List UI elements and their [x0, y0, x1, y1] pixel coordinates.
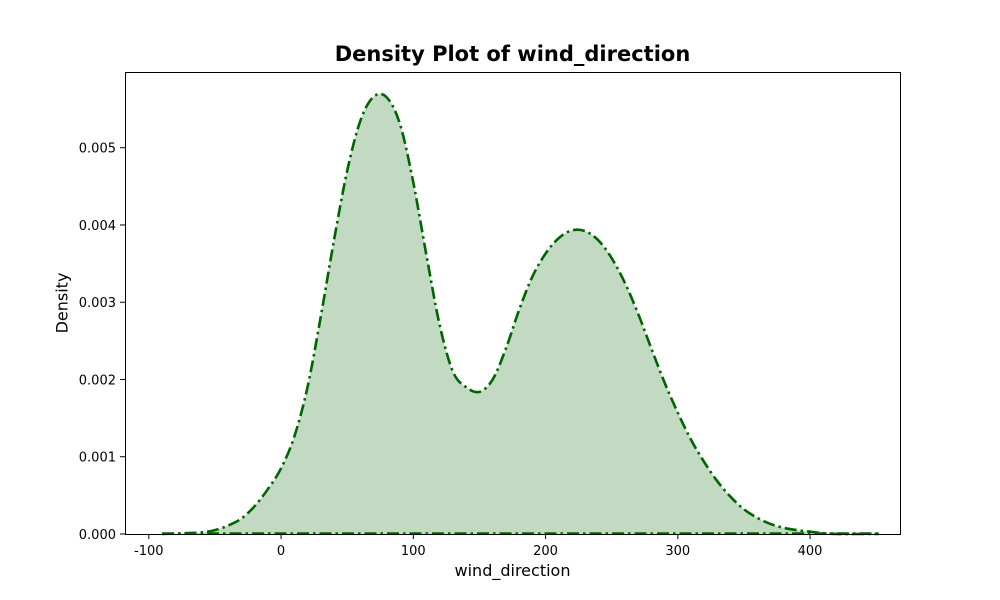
density-curve-line: [161, 92, 879, 536]
x-tick-label: 0: [277, 544, 285, 559]
y-axis-label: Density: [52, 272, 72, 334]
y-tick-label: 0.003: [79, 296, 116, 311]
y-tick-label: 0.002: [79, 373, 116, 388]
x-tick-label: 300: [665, 544, 690, 559]
y-axis-ticks: 0.000 0.001 0.002 0.003 0.004 0.005: [79, 142, 125, 543]
x-tick-label: -100: [134, 544, 164, 559]
x-axis-label: wind_direction: [454, 561, 571, 580]
density-line-layer: [161, 92, 879, 536]
x-tick-label: 100: [401, 544, 426, 559]
density-area-fill: [162, 93, 879, 535]
y-tick-label: 0.004: [79, 219, 116, 234]
plot-frame: [125, 72, 901, 535]
y-tick-label: 0.001: [79, 451, 116, 466]
x-tick-label: 400: [798, 544, 823, 559]
chart-title: Density Plot of wind_direction: [334, 42, 691, 66]
x-tick-label: 200: [533, 544, 558, 559]
x-axis-ticks: -100 0 100 200 300 400: [134, 534, 822, 559]
y-tick-label: 0.005: [79, 142, 116, 157]
density-fill-layer: [162, 93, 879, 535]
y-tick-label: 0.000: [79, 528, 116, 543]
